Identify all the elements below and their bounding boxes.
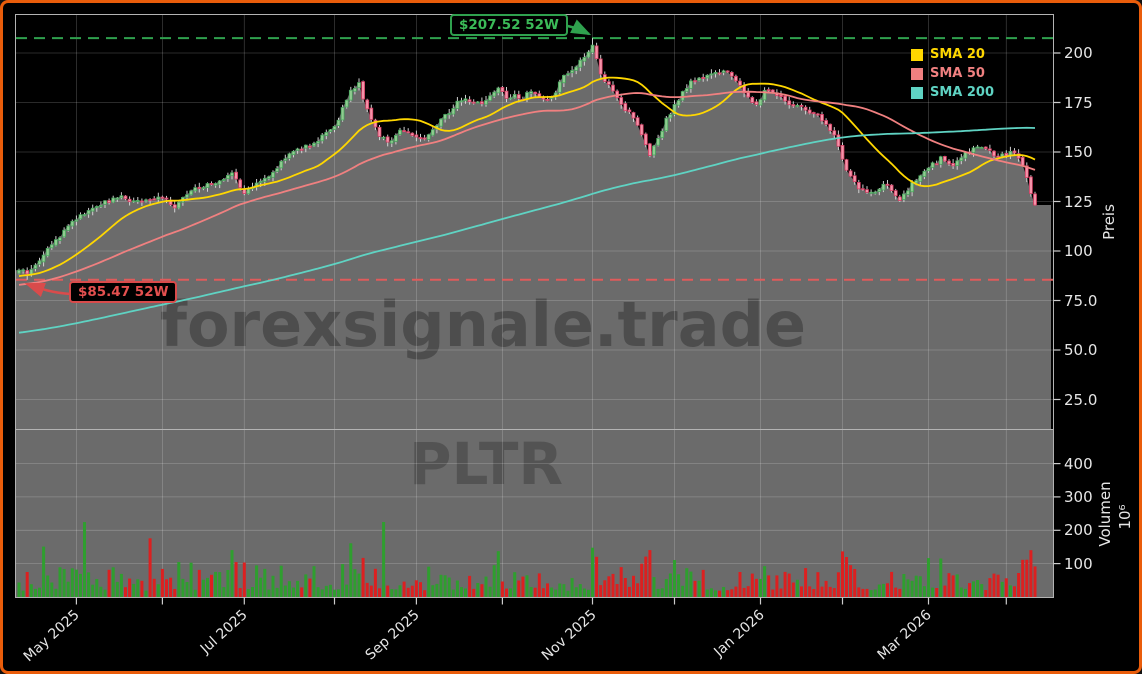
volume-tick-label: 300 [1064,487,1093,506]
volume-tick-label: 200 [1064,521,1093,540]
volume-axis-multiplier: 10⁶ [1116,504,1134,530]
sma20-line [18,76,1036,277]
price-tick-label: 25.0 [1064,390,1098,409]
price-tick-label: 175 [1064,93,1093,112]
price-tick-label: 125 [1064,192,1093,211]
legend-label-sma50: SMA 50 [930,66,985,81]
watermark-symbol: PLTR [409,430,563,498]
legend-item-sma200: SMA 200 [911,85,994,100]
volume-tick-label: 400 [1064,454,1093,473]
sma200-line [18,126,1036,334]
sma50-line [18,90,1036,286]
price-area-fill [16,45,1051,430]
candle-bodies [17,44,1037,275]
volume-bars [17,522,1037,597]
legend-label-sma200: SMA 200 [930,85,995,100]
sma20-swatch-icon [911,48,923,61]
legend: SMA 20 SMA 50 SMA 200 [911,47,994,100]
sma50-swatch-icon [911,67,923,80]
price-axis-title: Preis [1100,204,1118,240]
price-tick-label: 75.0 [1064,291,1098,310]
low-52w-label: $85.47 52W [69,281,178,303]
price-tick-label: 200 [1064,44,1093,62]
price-tick-label: 100 [1064,242,1093,260]
legend-item-sma20: SMA 20 [911,47,994,62]
sma200-swatch-icon [911,86,923,99]
low-arrow-icon [24,282,72,297]
tick-marks [75,52,1061,605]
price-tick-label: 50.0 [1064,341,1098,359]
watermark-site: forexsignale.trade [160,288,806,361]
volume-panel-bg [16,430,1053,597]
legend-item-sma50: SMA 50 [911,66,994,81]
volume-tick-label: 100 [1064,554,1093,573]
legend-label-sma20: SMA 20 [930,47,985,62]
volume-axis-title: Volumen [1096,481,1114,547]
high-52w-label: $207.52 52W [450,14,568,36]
price-tick-label: 150 [1064,143,1093,161]
chart-canvas: forexsignale.trade PLTR [15,14,1061,605]
